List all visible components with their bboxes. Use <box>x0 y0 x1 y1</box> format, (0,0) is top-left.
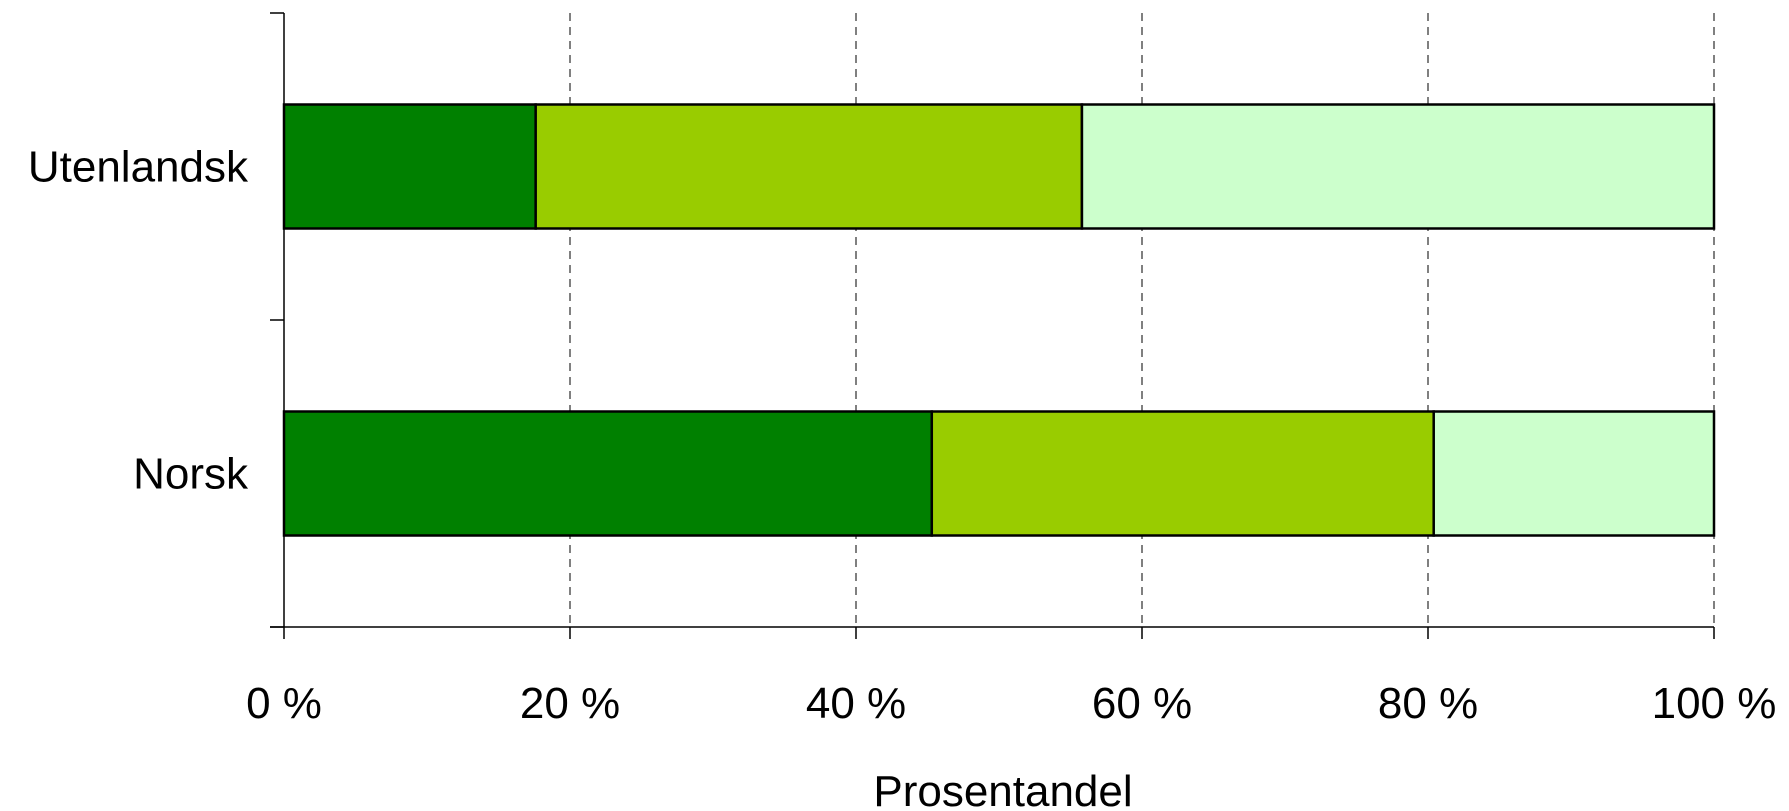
bars <box>282 103 1716 537</box>
x-tick-label: 0 % <box>246 679 322 728</box>
x-tick-label: 20 % <box>520 679 620 728</box>
x-axis-title: Prosentandel <box>873 767 1132 811</box>
bar-segment <box>1080 103 1716 230</box>
bar-segment <box>282 103 537 230</box>
bar-segment <box>1432 410 1716 537</box>
category-label: Utenlandsk <box>28 143 249 192</box>
labels: Utenlandsk Norsk 0 % 20 % 40 % 60 % 80 % 100 % <box>28 143 1777 729</box>
x-tick-label: 40 % <box>806 679 906 728</box>
x-tick-label: 100 % <box>1652 679 1777 728</box>
x-tick-label: 80 % <box>1378 679 1478 728</box>
bar-segment <box>282 410 934 537</box>
bar-segment <box>930 410 1435 537</box>
bar-segment <box>534 103 1084 230</box>
x-tick-label: 60 % <box>1092 679 1192 728</box>
category-label: Norsk <box>133 450 249 499</box>
axes <box>270 12 1715 639</box>
